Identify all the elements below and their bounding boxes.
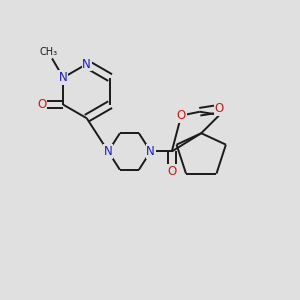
Text: CH₃: CH₃ [40,47,58,57]
Text: N: N [104,145,112,158]
Text: O: O [177,109,186,122]
Text: O: O [167,165,176,178]
Text: N: N [146,145,155,158]
Text: N: N [82,58,91,70]
Text: O: O [214,102,224,115]
Text: O: O [38,98,47,111]
Text: N: N [59,71,68,84]
